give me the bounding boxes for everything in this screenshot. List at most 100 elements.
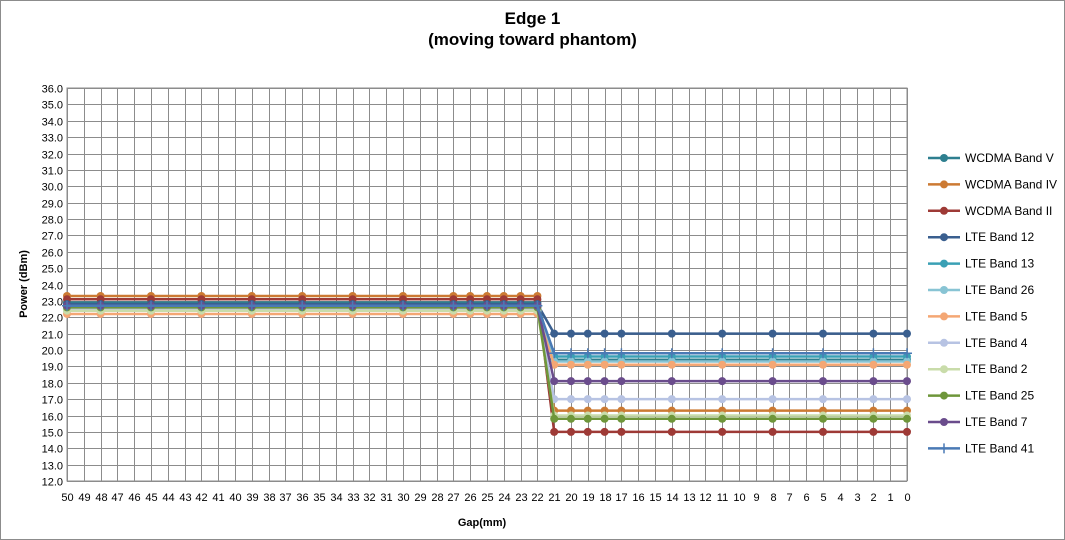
x-tick-label: 49: [78, 492, 90, 504]
data-point: [550, 377, 559, 386]
y-tick-label: 35.0: [42, 100, 63, 112]
y-tick-label: 22.0: [42, 313, 63, 325]
data-point: [903, 377, 911, 386]
data-point: [818, 348, 828, 359]
data-point: [515, 300, 526, 311]
x-tick-label: 11: [717, 492, 728, 504]
x-tick-label: 32: [363, 492, 375, 504]
y-tick-label: 27.0: [42, 231, 63, 243]
x-tick-label: 5: [820, 492, 826, 504]
legend: WCDMA Band V WCDMA Band IV WCDMA Band II LT…: [928, 151, 1057, 455]
data-point: [498, 300, 509, 311]
x-tick-label: 18: [599, 492, 611, 504]
y-tick-label: 26.0: [42, 248, 63, 260]
legend-item: LTE Band 13: [928, 257, 1034, 271]
data-point: [869, 377, 878, 386]
data-point: [583, 377, 592, 386]
legend-marker: [940, 338, 948, 347]
legend-label: LTE Band 12: [965, 230, 1034, 244]
data-point: [718, 414, 727, 423]
data-point: [62, 300, 72, 311]
x-tick-label: 12: [699, 492, 711, 504]
data-point: [768, 329, 777, 338]
data-point: [616, 348, 627, 359]
legend-label: LTE Band 5: [965, 309, 1028, 323]
plot-series: [62, 291, 912, 436]
y-tick-label: 15.0: [42, 428, 63, 440]
data-point: [667, 329, 676, 338]
x-tick-label: 50: [61, 492, 73, 504]
y-tick-label: 14.0: [42, 444, 63, 456]
data-point: [667, 427, 676, 436]
x-tick-label: 13: [683, 492, 695, 504]
data-point: [667, 377, 676, 386]
data-point: [718, 360, 727, 369]
x-tick-label: 17: [615, 492, 627, 504]
data-point: [567, 395, 575, 404]
data-point: [582, 348, 593, 359]
data-point: [583, 329, 592, 338]
legend-item: WCDMA Band IV: [928, 177, 1057, 191]
data-point: [550, 427, 559, 436]
x-tick-label: 28: [431, 492, 443, 504]
x-axis-label: Gap(mm): [458, 517, 507, 529]
grid: [66, 87, 908, 482]
data-point: [600, 395, 609, 404]
data-point: [902, 348, 912, 359]
legend-marker: [939, 443, 949, 454]
chart-title: Edge 1: [504, 9, 561, 28]
data-point: [718, 329, 727, 338]
legend-item: LTE Band 41: [928, 441, 1034, 455]
x-tick-label: 47: [111, 492, 123, 504]
data-point: [549, 348, 560, 359]
x-tick-label: 3: [854, 492, 860, 504]
x-tick-label: 41: [212, 492, 224, 504]
data-point: [600, 360, 609, 369]
data-point: [869, 427, 878, 436]
data-point: [583, 360, 592, 369]
chart-title-block: Edge 1 (moving toward phantom): [0, 8, 1065, 50]
x-tick-label: 0: [904, 492, 910, 504]
legend-label: WCDMA Band V: [965, 151, 1054, 165]
data-point: [600, 377, 609, 386]
legend-label: LTE Band 26: [965, 283, 1034, 297]
y-tick-label: 23.0: [42, 297, 63, 309]
x-tick-label: 34: [330, 492, 342, 504]
y-axis-ticks: 12.0 13.0 14.0 15.0 16.0 17.0 18.0 19.0 20.0 21.0…: [42, 84, 63, 489]
legend-marker: [940, 418, 948, 426]
x-tick-label: 6: [803, 492, 809, 504]
y-tick-label: 32.0: [42, 150, 63, 162]
legend-label: WCDMA Band II: [965, 204, 1052, 218]
data-point: [869, 414, 878, 423]
data-point: [667, 360, 676, 369]
data-point: [448, 300, 459, 311]
data-point: [567, 329, 575, 338]
y-tick-label: 18.0: [42, 379, 63, 391]
legend-item: LTE Band 2: [928, 362, 1028, 376]
data-point: [617, 414, 626, 423]
data-point: [196, 300, 207, 311]
data-point: [819, 414, 827, 423]
x-tick-label: 46: [128, 492, 140, 504]
data-point: [600, 414, 609, 423]
x-tick-label: 1: [887, 492, 893, 504]
data-point: [767, 348, 778, 359]
data-point: [246, 300, 257, 311]
x-tick-label: 44: [162, 492, 174, 504]
y-tick-label: 19.0: [42, 362, 63, 374]
y-tick-label: 25.0: [42, 264, 63, 276]
x-tick-label: 36: [296, 492, 308, 504]
data-point: [532, 300, 543, 311]
data-point: [869, 395, 878, 404]
data-point: [347, 300, 358, 311]
x-tick-label: 29: [414, 492, 426, 504]
data-point: [903, 395, 911, 404]
legend-item: LTE Band 7: [928, 415, 1028, 429]
legend-item: WCDMA Band V: [928, 151, 1054, 165]
data-point: [465, 300, 476, 311]
data-point: [768, 377, 777, 386]
data-point: [146, 300, 156, 311]
data-point: [567, 414, 575, 423]
legend-marker: [940, 365, 948, 374]
legend-marker: [940, 286, 948, 294]
